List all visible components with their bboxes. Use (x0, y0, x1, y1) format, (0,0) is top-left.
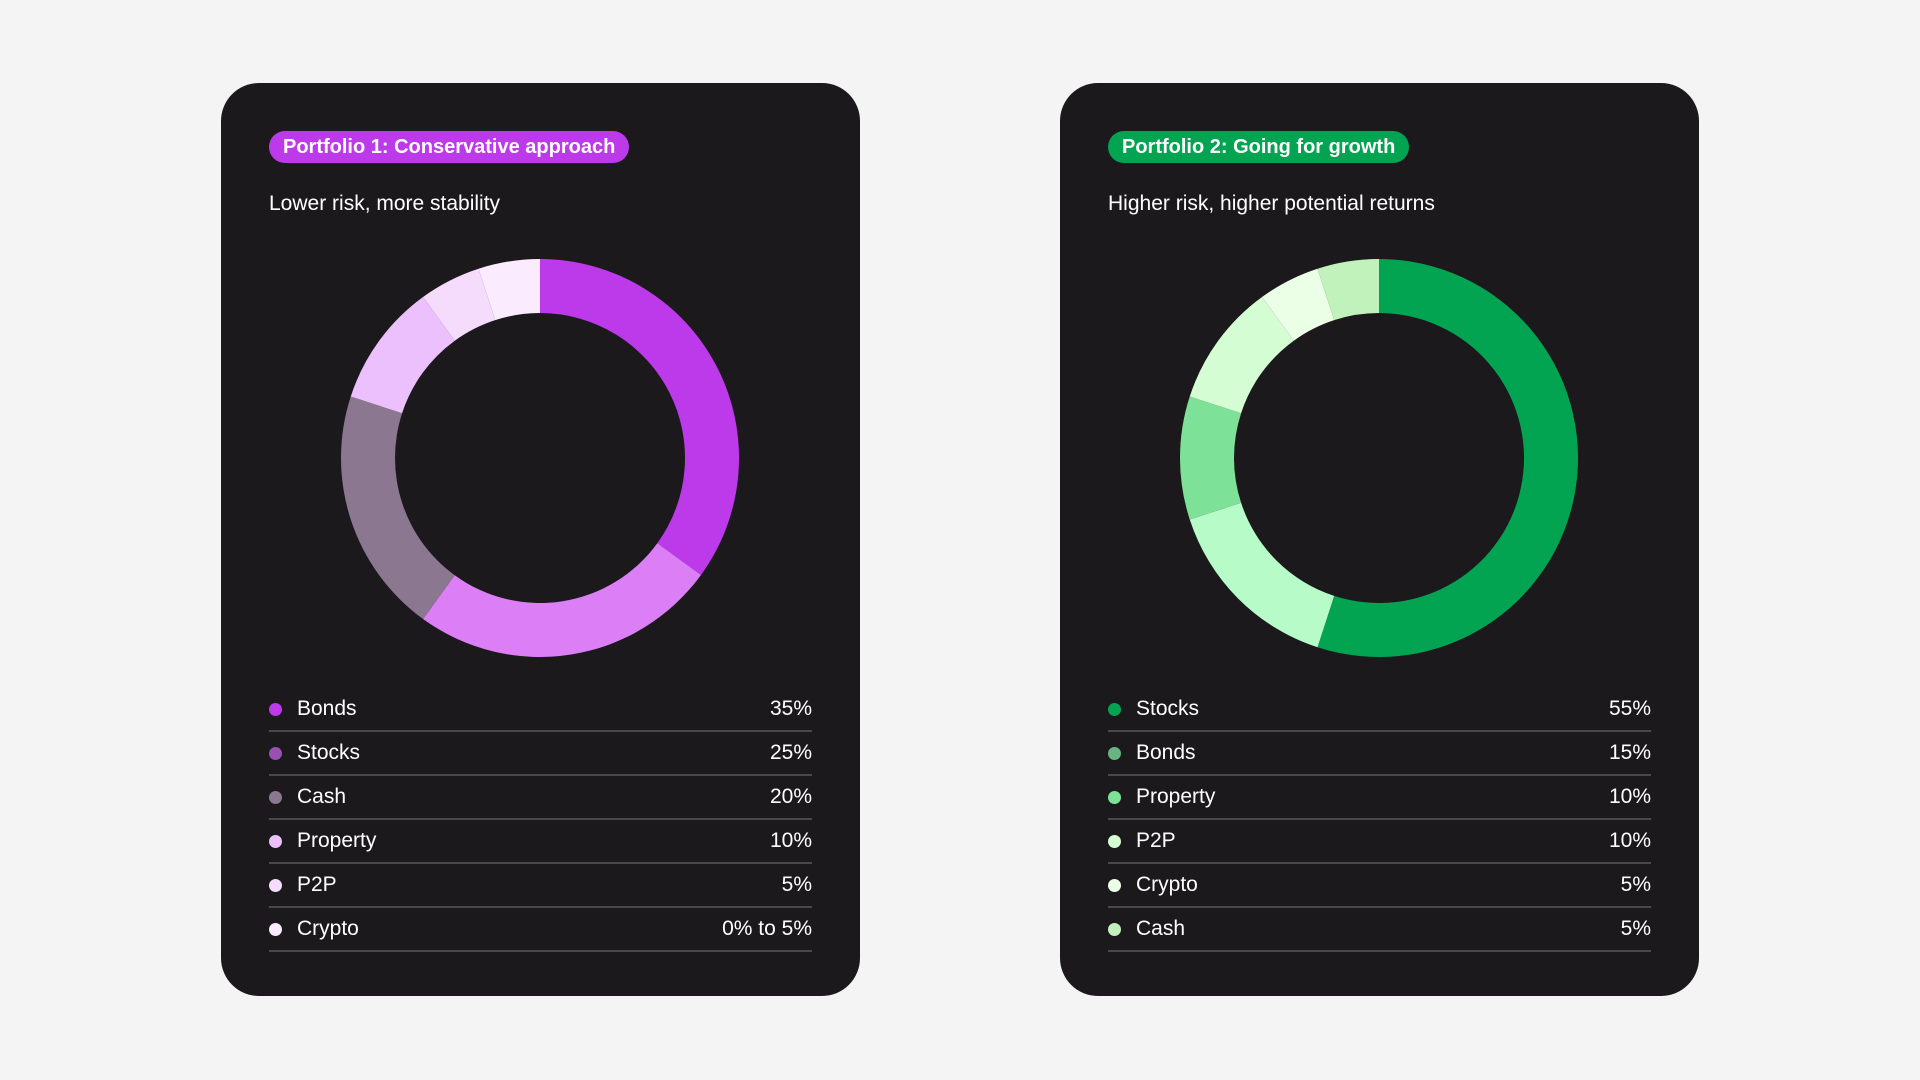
portfolio-card-1: Portfolio 1: Conservative approach Lower… (221, 83, 860, 996)
legend-label: Stocks (297, 741, 361, 764)
legend-row: Stocks 25% (269, 732, 812, 776)
legend-dot-icon (1108, 703, 1121, 716)
legend-label: Crypto (1136, 873, 1198, 896)
legend-dot-icon (1108, 923, 1121, 936)
legend-dot-icon (269, 703, 282, 716)
legend-value: 5% (781, 873, 812, 896)
legend-label: P2P (1136, 829, 1176, 852)
legend-dot-icon (269, 923, 282, 936)
legend-value: 10% (1608, 785, 1651, 808)
legend-value: 5% (1620, 873, 1651, 896)
legend-row: Property 10% (269, 820, 812, 864)
donut-segment-stocks (1317, 259, 1578, 657)
legend-label: Cash (297, 785, 347, 808)
donut-segment-p2p (423, 268, 496, 341)
legend-value: 15% (1608, 741, 1651, 764)
legend-label: Bonds (1136, 741, 1196, 764)
legend-dot-icon (269, 791, 282, 804)
donut-segment-cash (341, 396, 455, 619)
legend-label: P2P (297, 873, 337, 896)
portfolio-subtitle: Higher risk, higher potential returns (1108, 192, 1435, 215)
legend-label: Property (297, 829, 377, 852)
legend-label: Stocks (1136, 697, 1200, 720)
legend-dot-icon (1108, 791, 1121, 804)
legend-value: 10% (769, 829, 812, 852)
portfolio-subtitle: Lower risk, more stability (269, 192, 501, 215)
legend-label: Crypto (297, 917, 359, 940)
legend-value: 0% to 5% (722, 917, 812, 940)
legend-dot-icon (269, 879, 282, 892)
legend-row: Crypto 0% to 5% (269, 908, 812, 952)
legend-dot-icon (269, 835, 282, 848)
donut-segment-property (350, 297, 455, 414)
legend-row: Bonds 35% (269, 688, 812, 732)
legend-row: Cash 20% (269, 776, 812, 820)
legend-dot-icon (1108, 835, 1121, 848)
legend-row: P2P 5% (269, 864, 812, 908)
legend-value: 35% (769, 697, 812, 720)
legend-value: 20% (769, 785, 812, 808)
portfolio-title-pill: Portfolio 2: Going for growth (1108, 131, 1410, 163)
donut-segment-cash (1317, 259, 1379, 321)
portfolio-title-pill: Portfolio 1: Conservative approach (269, 131, 630, 163)
legend-label: Bonds (297, 697, 357, 720)
legend-row: Crypto 5% (1108, 864, 1651, 908)
legend-value: 5% (1620, 917, 1651, 940)
portfolio-card-2: Portfolio 2: Going for growth Higher ris… (1060, 83, 1699, 996)
legend-dot-icon (1108, 879, 1121, 892)
donut-segment-property (1180, 396, 1242, 520)
donut-chart (341, 259, 739, 657)
legend-row: P2P 10% (1108, 820, 1651, 864)
donut-segment-p2p (1189, 297, 1294, 414)
donut-segment-stocks (423, 543, 701, 657)
legend-value: 25% (769, 741, 812, 764)
legend-label: Property (1136, 785, 1216, 808)
donut-segment-crypto (478, 259, 540, 321)
donut-segment-bonds (540, 259, 739, 575)
legend: Bonds 35% Stocks 25% Cash 20% Property 10% P2P 5%… (269, 688, 812, 952)
legend-value: 10% (1608, 829, 1651, 852)
donut-segment-bonds (1189, 502, 1335, 648)
legend-row: Stocks 55% (1108, 688, 1651, 732)
donut-chart (1180, 259, 1578, 657)
legend-row: Property 10% (1108, 776, 1651, 820)
donut-segment-crypto (1262, 268, 1335, 341)
legend-row: Bonds 15% (1108, 732, 1651, 776)
legend-dot-icon (1108, 747, 1121, 760)
legend-value: 55% (1608, 697, 1651, 720)
legend: Stocks 55% Bonds 15% Property 10% P2P 10% Crypto… (1108, 688, 1651, 952)
legend-dot-icon (269, 747, 282, 760)
legend-label: Cash (1136, 917, 1186, 940)
legend-row: Cash 5% (1108, 908, 1651, 952)
